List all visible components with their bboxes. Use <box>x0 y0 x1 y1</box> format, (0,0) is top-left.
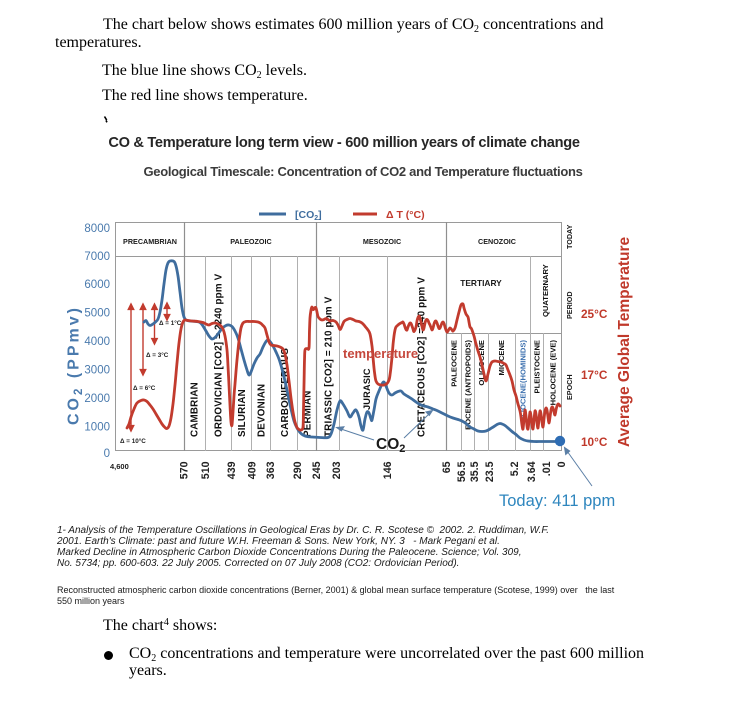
svg-text:TRIASSIC [CO2] = 210 ppm V: TRIASSIC [CO2] = 210 ppm V <box>324 296 335 437</box>
svg-text:5.2: 5.2 <box>509 461 521 476</box>
svg-text:DEVONIAN: DEVONIAN <box>257 384 268 437</box>
svg-text:1000: 1000 <box>84 422 110 434</box>
svg-text:TODAY: TODAY <box>565 224 574 249</box>
svg-text:290: 290 <box>292 461 304 479</box>
svg-text:Geological Timescale: Concentr: Geological Timescale: Concentration of C… <box>143 164 582 179</box>
svg-text:PLEISTOCENE: PLEISTOCENE <box>533 340 542 393</box>
svg-text:MIOCENE: MIOCENE <box>497 340 506 375</box>
svg-text:203: 203 <box>331 461 343 479</box>
svg-text:2000: 2000 <box>84 393 110 405</box>
svg-text:409: 409 <box>247 461 259 479</box>
svg-text:CRETACEOUS [CO2] =340 ppm V: CRETACEOUS [CO2] =340 ppm V <box>417 277 428 437</box>
svg-text:3000: 3000 <box>84 365 110 377</box>
svg-text:PRECAMBRIAN: PRECAMBRIAN <box>123 237 177 246</box>
svg-text:EPOCH: EPOCH <box>565 374 574 400</box>
svg-text:146: 146 <box>382 461 394 479</box>
svg-text:PLIOCENE(HOMINIDS): PLIOCENE(HOMINIDS) <box>519 340 528 422</box>
svg-text:EOCENE (ANTROPOIDS): EOCENE (ANTROPOIDS) <box>464 340 473 430</box>
svg-text:4,600: 4,600 <box>110 462 129 471</box>
svg-text:4000: 4000 <box>84 336 110 348</box>
svg-text:temperature: temperature <box>343 346 418 361</box>
svg-text:35.5: 35.5 <box>469 461 481 482</box>
svg-text:CO2: CO2 <box>376 436 405 455</box>
svg-text:363: 363 <box>265 461 277 479</box>
svg-text:SILURIAN: SILURIAN <box>237 389 248 437</box>
svg-text:ORDOVICIAN [CO2] = 2240 ppm V: ORDOVICIAN [CO2] = 2240 ppm V <box>214 273 225 437</box>
svg-text:CARBONIFEROUS: CARBONIFEROUS <box>280 348 291 437</box>
svg-text:3.64: 3.64 <box>526 461 538 482</box>
svg-text:0: 0 <box>556 461 568 467</box>
svg-text:Δ = 6°C: Δ = 6°C <box>133 384 156 392</box>
svg-text:8000: 8000 <box>84 223 110 235</box>
svg-text:QUATERNARY: QUATERNARY <box>541 264 550 317</box>
svg-text:Average Global Temperature: Average Global Temperature <box>616 236 633 447</box>
svg-text:Δ = 1°C: Δ = 1°C <box>159 319 182 327</box>
svg-text:.01: .01 <box>541 461 553 476</box>
svg-text:[CO2]: [CO2] <box>295 209 322 222</box>
svg-text:56.5: 56.5 <box>456 461 468 482</box>
svg-text:570: 570 <box>179 461 191 479</box>
svg-text:17°C: 17°C <box>581 368 608 382</box>
svg-text:Today: 411 ppm: Today: 411 ppm <box>499 492 615 510</box>
svg-text:PALEOZOIC: PALEOZOIC <box>230 237 271 246</box>
svg-text:6000: 6000 <box>84 279 110 291</box>
svg-text:MESOZOIC: MESOZOIC <box>363 237 401 246</box>
svg-text:PERMIAN: PERMIAN <box>303 390 314 437</box>
svg-text:PALEOCENE: PALEOCENE <box>450 340 459 387</box>
svg-text:5000: 5000 <box>84 308 110 320</box>
svg-text:25°C: 25°C <box>581 307 608 321</box>
svg-text:65: 65 <box>441 461 453 473</box>
svg-text:JURASIC: JURASIC <box>362 368 372 410</box>
svg-text:245: 245 <box>311 461 323 479</box>
svg-text:Δ T (°C): Δ T (°C) <box>386 209 425 221</box>
svg-text:CENOZOIC: CENOZOIC <box>478 237 516 246</box>
svg-text:TERTIARY: TERTIARY <box>460 278 502 288</box>
svg-text:HOLOCENE (EVE): HOLOCENE (EVE) <box>549 340 558 406</box>
svg-text:510: 510 <box>200 461 212 479</box>
svg-text:CO & Temperature long term vie: CO & Temperature long term view - 600 mi… <box>108 135 579 151</box>
svg-text:439: 439 <box>226 461 238 479</box>
svg-text:23.5: 23.5 <box>484 461 496 482</box>
svg-text:PERIOD: PERIOD <box>565 291 574 319</box>
svg-text:CAMBRIAN: CAMBRIAN <box>190 382 201 437</box>
svg-text:10°C: 10°C <box>581 435 608 449</box>
svg-text:0: 0 <box>104 448 110 460</box>
svg-text:CO2 (PPmv): CO2 (PPmv) <box>66 305 86 425</box>
svg-text:7000: 7000 <box>84 251 110 263</box>
svg-text:Δ = 10°C: Δ = 10°C <box>120 437 146 445</box>
svg-text:Δ = 3°C: Δ = 3°C <box>146 351 169 359</box>
